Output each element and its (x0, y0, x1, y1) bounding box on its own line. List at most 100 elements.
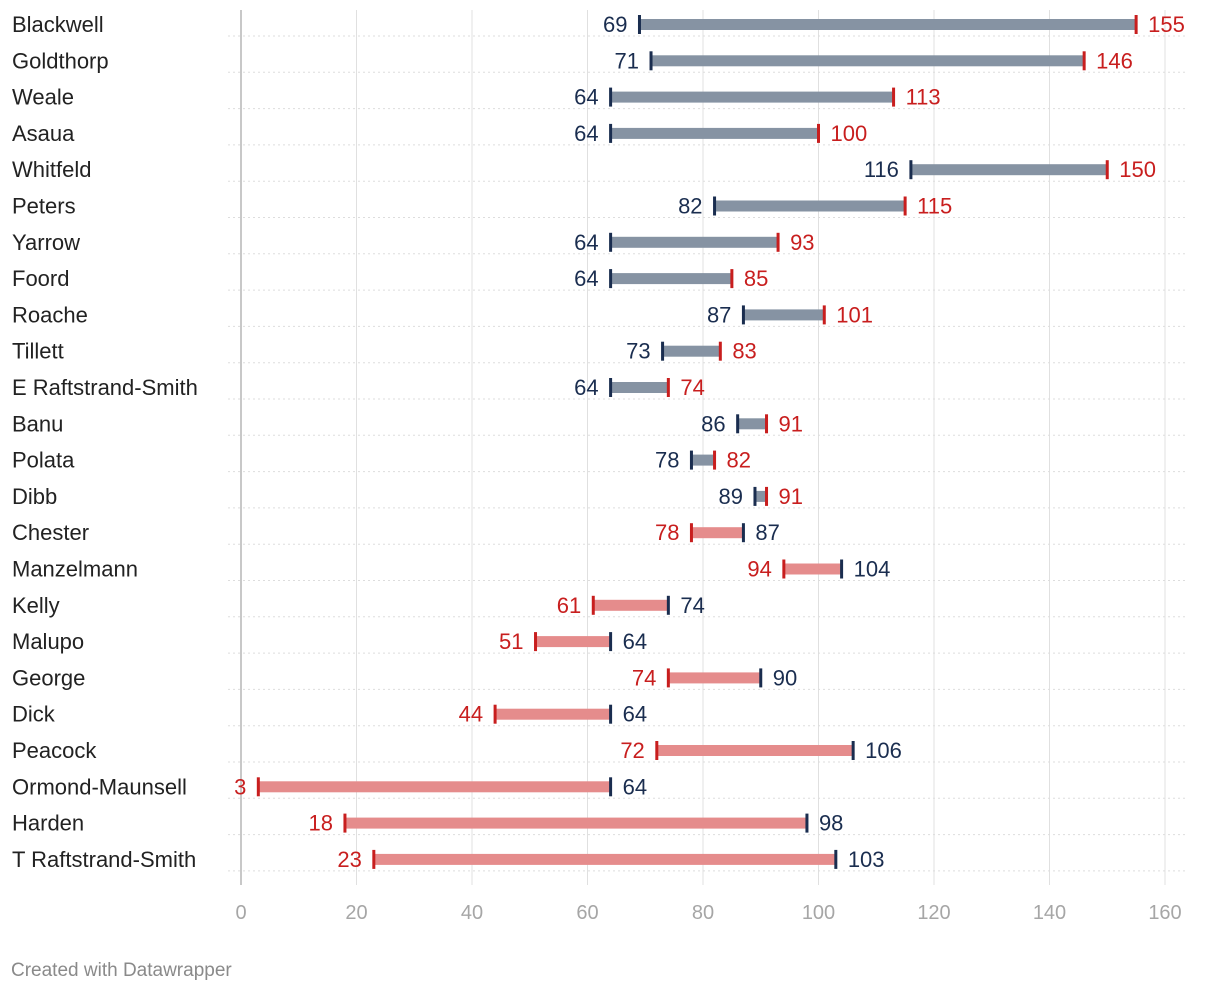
data-row: George 74 90 (12, 665, 1187, 690)
data-row: Peacock 72 106 (12, 738, 1187, 763)
end-marker (718, 341, 722, 361)
end-marker (591, 595, 595, 615)
start-value-label: 69 (603, 12, 627, 37)
end-value-label: 91 (779, 411, 803, 436)
data-row: Malupo 51 64 (12, 629, 1187, 654)
row-label: Blackwell (12, 12, 104, 37)
range-bar (373, 853, 836, 865)
data-row: Kelly 61 74 (12, 593, 1187, 618)
range-bar (662, 345, 721, 357)
x-tick-label: 0 (235, 902, 246, 924)
data-row: Tillett 73 83 (12, 339, 1187, 364)
end-marker (713, 450, 717, 470)
start-marker (805, 813, 809, 833)
x-tick-label: 20 (345, 902, 367, 924)
end-value-label: 155 (1148, 12, 1185, 37)
start-marker (834, 849, 838, 869)
row-label: Asaua (12, 121, 75, 146)
x-tick-label: 120 (917, 902, 950, 924)
end-marker (776, 232, 780, 252)
data-row: Chester 78 87 (12, 520, 1187, 545)
start-marker (637, 15, 641, 34)
end-value-label: 51 (499, 629, 523, 654)
end-value-label: 44 (459, 702, 483, 727)
start-value-label: 86 (701, 411, 725, 436)
start-value-label: 64 (574, 121, 598, 146)
start-value-label: 87 (755, 520, 779, 545)
start-marker (741, 305, 745, 325)
range-bar (495, 708, 611, 720)
start-marker (609, 777, 613, 797)
range-bar (610, 91, 894, 103)
data-row: Blackwell 69 155 (12, 12, 1187, 37)
range-bar (656, 745, 854, 756)
start-marker (753, 486, 757, 506)
data-row: Banu 86 91 (12, 411, 1187, 436)
end-marker (666, 378, 670, 397)
row-label: E Raftstrand-Smith (12, 375, 198, 400)
start-marker (689, 450, 693, 470)
start-value-label: 87 (707, 302, 731, 327)
start-marker (609, 704, 613, 724)
end-marker (689, 523, 693, 543)
credit-text: Created with Datawrapper (11, 960, 232, 981)
end-value-label: 91 (779, 484, 803, 509)
row-label: Whitfeld (12, 157, 91, 182)
end-value-label: 94 (747, 557, 771, 582)
end-value-label: 74 (632, 665, 656, 690)
start-value-label: 64 (623, 774, 647, 799)
data-row: Foord 64 85 (12, 266, 1187, 291)
x-tick-label: 80 (692, 902, 714, 924)
start-marker (851, 741, 855, 760)
row-label: George (12, 665, 85, 690)
end-value-label: 74 (680, 375, 704, 400)
end-marker (892, 87, 896, 107)
end-value-label: 100 (831, 121, 868, 146)
end-value-label: 83 (732, 339, 756, 364)
row-label: Yarrow (12, 230, 80, 255)
start-marker (609, 123, 613, 143)
start-marker (609, 378, 613, 397)
start-marker (840, 559, 844, 579)
row-label: Weale (12, 85, 74, 110)
row-label: Foord (12, 266, 69, 291)
end-marker (782, 559, 786, 579)
row-label: Polata (12, 448, 75, 473)
start-value-label: 90 (773, 665, 797, 690)
data-row: Asaua 64 100 (12, 121, 1187, 146)
end-marker (1134, 15, 1138, 34)
data-row: E Raftstrand-Smith 64 74 (12, 375, 1187, 400)
range-bar (668, 672, 761, 684)
start-value-label: 64 (574, 375, 598, 400)
grid-layer (240, 10, 1166, 885)
start-value-label: 103 (848, 847, 885, 872)
end-value-label: 23 (337, 847, 361, 872)
data-row: Goldthorp 71 146 (12, 48, 1187, 73)
range-bar (639, 19, 1137, 30)
row-label: Tillett (12, 339, 64, 364)
end-value-label: 101 (836, 302, 873, 327)
end-value-label: 113 (906, 85, 941, 110)
start-marker (649, 51, 653, 71)
start-value-label: 89 (718, 484, 742, 509)
range-bar (783, 563, 842, 575)
range-bar (610, 236, 779, 248)
range-bar (610, 273, 732, 285)
start-value-label: 78 (655, 448, 679, 473)
end-value-label: 115 (917, 194, 952, 219)
range-bar (651, 55, 1085, 67)
row-label: T Raftstrand-Smith (12, 847, 196, 872)
start-value-label: 64 (574, 230, 598, 255)
data-row: Harden 18 98 (12, 811, 1187, 836)
end-value-label: 82 (727, 448, 751, 473)
x-tick-label: 40 (461, 902, 483, 924)
end-value-label: 72 (620, 738, 644, 763)
end-marker (372, 849, 376, 869)
data-row: Dibb 89 91 (12, 484, 1187, 509)
data-row: Dick 44 64 (12, 702, 1187, 727)
data-row: Whitfeld 116 150 (12, 157, 1187, 182)
data-row: Ormond-Maunsell 3 64 (12, 774, 1187, 799)
data-row: Peters 82 115 (12, 194, 1187, 219)
start-value-label: 82 (678, 194, 702, 219)
end-value-label: 85 (744, 266, 768, 291)
